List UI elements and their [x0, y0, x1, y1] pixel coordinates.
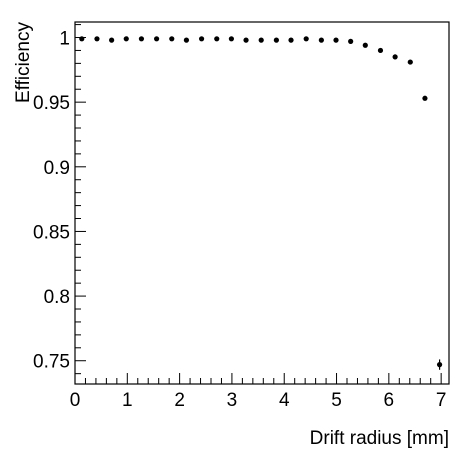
data-point — [288, 37, 294, 43]
data-point — [109, 37, 115, 43]
x-tick-label: 5 — [331, 390, 342, 411]
x-axis-title: Drift radius [mm] — [310, 428, 449, 449]
x-tick-label: 1 — [122, 390, 133, 411]
data-point — [123, 36, 129, 42]
data-point — [243, 37, 249, 43]
data-point — [138, 36, 145, 42]
data-point — [228, 36, 234, 42]
y-tick-label: 0.8 — [44, 287, 70, 308]
data-point — [258, 37, 264, 43]
y-axis-title: Efficiency — [13, 22, 34, 103]
plot-frame — [74, 21, 450, 385]
data-point — [94, 36, 100, 42]
x-tick-label: 4 — [279, 390, 290, 411]
data-point — [318, 37, 324, 43]
y-tick-label: 0.95 — [33, 93, 70, 114]
x-tick-label: 6 — [384, 390, 395, 411]
y-axis-tick-labels: 0.75 0.8 0.85 0.9 0.95 1 — [33, 29, 70, 373]
data-point — [392, 54, 398, 60]
data-point — [154, 36, 160, 42]
x-axis-ticks — [74, 373, 442, 384]
data-point — [183, 37, 190, 43]
data-point — [422, 95, 428, 101]
data-point — [198, 36, 205, 42]
data-point — [303, 36, 309, 42]
data-point — [407, 59, 413, 65]
x-axis-tick-labels: 0 1 2 3 4 5 6 7 — [70, 390, 447, 411]
data-point — [273, 37, 279, 43]
y-axis-ticks — [75, 24, 86, 375]
x-tick-label: 7 — [436, 390, 447, 411]
y-tick-label: 1 — [59, 29, 70, 50]
data-point — [333, 37, 339, 43]
x-tick-label: 0 — [70, 390, 81, 411]
data-point — [377, 47, 384, 54]
data-points — [79, 36, 443, 370]
data-point — [348, 38, 354, 44]
data-point — [362, 42, 368, 48]
data-point — [79, 36, 85, 42]
x-tick-label: 2 — [174, 390, 185, 411]
x-tick-label: 3 — [227, 390, 238, 411]
data-point — [214, 36, 220, 42]
data-point — [436, 362, 443, 368]
data-point — [169, 36, 175, 42]
y-tick-label: 0.85 — [33, 222, 70, 243]
y-tick-label: 0.75 — [33, 352, 70, 373]
y-tick-label: 0.9 — [44, 158, 70, 179]
